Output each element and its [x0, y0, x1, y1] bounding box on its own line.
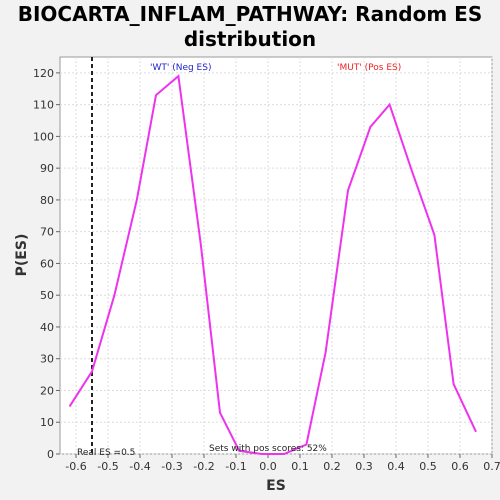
annotation-real-es: Real ES =0.5	[77, 448, 135, 458]
x-tick-label: -0.6	[65, 460, 86, 473]
y-tick-label: 90	[40, 162, 54, 175]
chart-title-line2: distribution	[183, 27, 317, 51]
x-tick-label: 0.3	[355, 460, 373, 473]
y-tick-label: 0	[47, 448, 54, 461]
plot-area	[59, 56, 493, 455]
x-tick-label: 0.7	[483, 460, 500, 473]
grid-lines	[60, 57, 493, 455]
series-line-random-es	[68, 74, 477, 455]
x-tick-label: 0.1	[291, 460, 309, 473]
y-tick-label: 110	[33, 99, 54, 112]
chart-title-line1: BIOCARTA_INFLAM_PATHWAY: Random ES	[17, 2, 483, 26]
y-tick-label: 20	[40, 384, 54, 397]
x-tick-label: 0.2	[323, 460, 341, 473]
x-tick-label: -0.4	[129, 460, 150, 473]
x-tick-label: 0.6	[451, 460, 469, 473]
annotation-mut: 'MUT' (Pos ES)	[337, 63, 401, 73]
x-tick-label: -0.2	[193, 460, 214, 473]
y-tick-label: 50	[40, 289, 54, 302]
x-tick-label: 0.0	[259, 460, 277, 473]
y-tick-label: 10	[40, 416, 54, 429]
y-axis-label: P(ES)	[14, 234, 30, 277]
y-tick-label: 40	[40, 321, 54, 334]
annotation-pos-scores: Sets with pos scores: 52%	[209, 444, 327, 454]
y-tick-label: 80	[40, 194, 54, 207]
y-tick-label: 100	[33, 130, 54, 143]
x-axis-label: ES	[266, 478, 286, 494]
y-tick-label: 30	[40, 353, 54, 366]
x-tick-label: 0.4	[387, 460, 405, 473]
chart-title: BIOCARTA_INFLAM_PATHWAY: Random ES distr…	[0, 2, 500, 52]
annotation-wt: 'WT' (Neg ES)	[150, 63, 211, 73]
x-tick-label: -0.3	[161, 460, 182, 473]
y-tick-label: 60	[40, 257, 54, 270]
x-axis-ticks: -0.6 -0.5 -0.4 -0.3 -0.2 -0.1 0.0 0.1 0.2 0.3 0.4 0…	[65, 454, 500, 473]
x-tick-label: -0.1	[225, 460, 246, 473]
y-tick-label: 70	[40, 226, 54, 239]
y-axis-ticks: 0 10 20 30 40 50 60 70 80 90 100 110 120	[33, 67, 60, 461]
x-tick-label: -0.5	[97, 460, 118, 473]
y-tick-label: 120	[33, 67, 54, 80]
x-tick-label: 0.5	[419, 460, 437, 473]
